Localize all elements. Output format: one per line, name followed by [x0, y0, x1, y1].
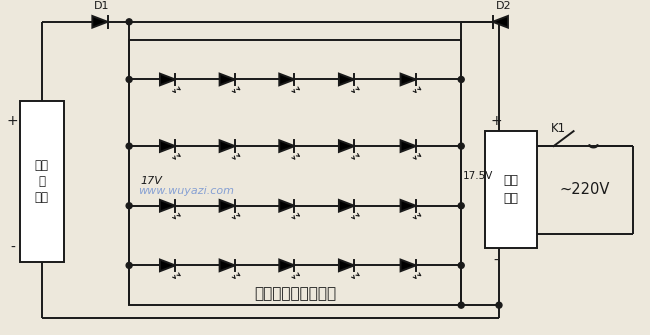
Polygon shape — [220, 200, 235, 212]
Text: 太阳
能
电池: 太阳 能 电池 — [34, 159, 49, 204]
Circle shape — [126, 19, 132, 25]
Polygon shape — [400, 200, 416, 212]
Polygon shape — [280, 140, 294, 152]
Polygon shape — [160, 74, 175, 85]
Text: ~220V: ~220V — [560, 182, 610, 197]
Circle shape — [126, 262, 132, 268]
Polygon shape — [280, 74, 294, 85]
Polygon shape — [400, 140, 416, 152]
Polygon shape — [400, 260, 416, 271]
Polygon shape — [339, 200, 354, 212]
Text: D2: D2 — [496, 1, 512, 11]
Polygon shape — [220, 260, 235, 271]
Text: K1: K1 — [551, 122, 566, 135]
Polygon shape — [280, 260, 294, 271]
Polygon shape — [160, 200, 175, 212]
Polygon shape — [280, 200, 294, 212]
Text: D1: D1 — [94, 1, 109, 11]
Polygon shape — [400, 74, 416, 85]
Circle shape — [458, 203, 464, 209]
Polygon shape — [160, 260, 175, 271]
Circle shape — [458, 302, 464, 308]
Text: 17V: 17V — [140, 176, 162, 186]
Polygon shape — [339, 74, 354, 85]
Polygon shape — [339, 260, 354, 271]
Polygon shape — [493, 16, 508, 27]
Text: www.wuyazi.com: www.wuyazi.com — [138, 186, 234, 196]
Text: +: + — [490, 114, 502, 128]
Text: 高亮度发光二极管组: 高亮度发光二极管组 — [254, 286, 336, 301]
Circle shape — [496, 302, 502, 308]
Text: +: + — [7, 114, 19, 128]
Circle shape — [126, 203, 132, 209]
Text: 17.5V: 17.5V — [463, 171, 493, 181]
Polygon shape — [92, 16, 107, 27]
Polygon shape — [220, 74, 235, 85]
Polygon shape — [339, 140, 354, 152]
FancyBboxPatch shape — [20, 102, 64, 262]
Circle shape — [458, 262, 464, 268]
Circle shape — [458, 76, 464, 82]
FancyBboxPatch shape — [485, 131, 537, 249]
Circle shape — [126, 76, 132, 82]
Text: -: - — [10, 241, 15, 255]
Polygon shape — [220, 140, 235, 152]
Text: -: - — [493, 254, 499, 267]
Text: 稳压
电源: 稳压 电源 — [504, 174, 519, 205]
Polygon shape — [160, 140, 175, 152]
Circle shape — [458, 143, 464, 149]
Circle shape — [126, 143, 132, 149]
